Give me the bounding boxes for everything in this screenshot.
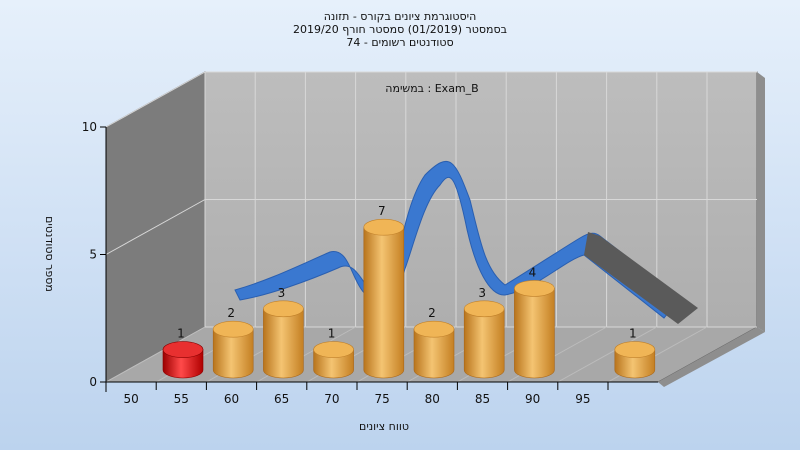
y-axis-title: מספר סטודנטים: [43, 216, 56, 292]
bar: 1: [614, 327, 656, 379]
x-tick-label: 85: [475, 392, 490, 406]
x-tick-label: 50: [123, 392, 138, 406]
bar-value-label: 1: [177, 327, 185, 341]
bar-body: [363, 226, 405, 379]
chart-title-line-3: סטודנטים רשומים - 74: [346, 36, 454, 49]
bar-cap: [162, 341, 204, 358]
bars-layer: 1 2 3 1 7 2 3 4 1: [162, 204, 656, 379]
bar-cap: [463, 300, 505, 318]
bar-body: [514, 288, 555, 379]
floor-edge-shadow: [658, 327, 765, 387]
gridline-side: [105, 199, 206, 255]
x-axis-title: טווח ציונים: [359, 420, 409, 433]
x-tick-label: 60: [224, 392, 239, 406]
bar-body: [212, 328, 254, 379]
chart-title-line-2: בסמסטר (01/2019) סמסטר חורף 2019/20: [293, 23, 507, 36]
bar-value-label: 4: [529, 265, 537, 279]
bar-value-label: 3: [278, 286, 286, 300]
bar-value-label: 3: [478, 286, 486, 300]
bar-cap: [413, 320, 455, 338]
bar: 4: [514, 265, 555, 379]
bar-value-label: 1: [328, 327, 336, 341]
x-tick-label: 95: [575, 392, 590, 406]
curve-ribbon-tail: [584, 232, 698, 324]
x-tick-label: 75: [374, 392, 389, 406]
bar: 1: [162, 327, 204, 379]
bar: 2: [212, 306, 254, 379]
bar-value-label: 7: [378, 204, 386, 218]
bar: 1: [313, 327, 354, 379]
bar-value-label: 2: [428, 306, 436, 320]
task-annotation: במשימה : Exam_B: [385, 82, 478, 95]
bar-body: [413, 328, 455, 379]
y-tick-label: 5: [89, 248, 97, 262]
bar: 7: [363, 204, 405, 379]
bar-cap: [263, 300, 304, 318]
bar-value-label: 1: [629, 327, 637, 341]
bar-cap: [313, 341, 354, 358]
bar-cap: [614, 341, 656, 358]
bar-cap: [514, 280, 555, 297]
bar-cap: [212, 320, 254, 338]
gridline-floor: [557, 326, 658, 383]
bar: 3: [263, 286, 304, 379]
x-tick-label: 65: [274, 392, 289, 406]
y-tick-label: 10: [82, 120, 97, 134]
right-edge-shadow: [757, 72, 765, 332]
axes-layer: 0 5 10 50 55 60 65 70 75 80 85 90 95: [82, 120, 658, 406]
bar: 2: [413, 306, 455, 379]
bar: 3: [463, 286, 505, 379]
bar-body: [463, 308, 505, 379]
bar-body: [263, 308, 304, 379]
bar-value-label: 2: [227, 306, 235, 320]
x-tick-label: 90: [525, 392, 540, 406]
gridline-side: [105, 71, 206, 128]
bar-cap: [363, 218, 405, 236]
chart-title-line-1: היסטוגרמת ציונים בקורס - תזונה: [323, 10, 477, 23]
x-tick-label: 70: [324, 392, 339, 406]
x-tick-label: 55: [174, 392, 189, 406]
x-tick-label: 80: [425, 392, 440, 406]
gridline-floor: [105, 326, 206, 383]
y-tick-label: 0: [89, 375, 97, 389]
